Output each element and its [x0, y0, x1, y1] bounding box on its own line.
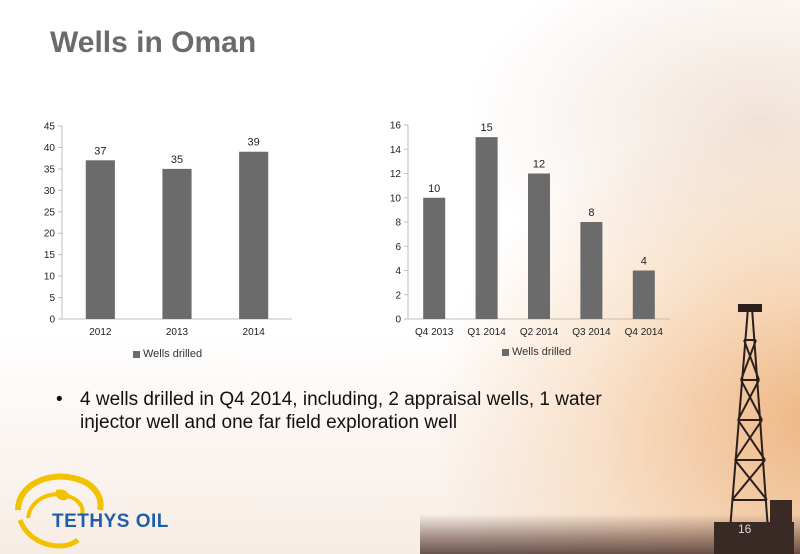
x-tick-label: Q3 2014 [572, 327, 611, 338]
tethys-logo-icon [15, 473, 104, 549]
y-tick-label: 16 [390, 121, 402, 132]
chart-quarterly-wells: 0 2 4 6 8 10 12 14 16 10 Q4 2013 15 Q1 2014 12 Q2 2014… [370, 116, 680, 340]
chart-quarterly-wells-legend: Wells drilled [502, 346, 571, 358]
y-tick-label: 40 [44, 143, 56, 154]
y-tick-label: 6 [395, 242, 401, 253]
y-tick-label: 10 [390, 193, 402, 204]
chart-quarterly-wells-svg: 0 2 4 6 8 10 12 14 16 10 Q4 2013 15 Q1 2014 12 Q2 2014… [390, 121, 670, 338]
bar [239, 151, 269, 319]
data-label: 15 [480, 122, 492, 134]
bullet-symbol: • [56, 389, 63, 410]
y-tick-label: 15 [44, 250, 56, 261]
y-tick-label: 20 [44, 229, 56, 240]
bar [423, 197, 446, 319]
y-tick-label: 25 [44, 207, 56, 218]
bar [632, 270, 655, 319]
y-tick-label: 10 [44, 272, 56, 283]
slide-title: Wells in Oman [50, 26, 257, 59]
x-tick-label: Q4 2013 [415, 327, 454, 338]
chart-annual-wells-svg: 0 5 10 15 20 25 30 35 40 45 37 2012 35 2013 39 2014 [44, 122, 292, 338]
x-tick-label: 2013 [166, 327, 189, 338]
x-tick-label: Q4 2014 [625, 327, 664, 338]
data-label: 35 [171, 154, 183, 166]
y-tick-label: 2 [395, 290, 401, 301]
legend-swatch [133, 350, 140, 358]
y-tick-label: 0 [49, 315, 55, 326]
bar [527, 173, 551, 319]
y-tick-label: 14 [390, 145, 402, 156]
y-tick-label: 8 [395, 218, 401, 229]
x-tick-label: Q1 2014 [467, 327, 506, 338]
bar [162, 168, 192, 319]
y-tick-label: 0 [395, 315, 401, 326]
bullet-text: 4 wells drilled in Q4 2014, including, 2… [80, 389, 602, 433]
legend-label: Wells drilled [143, 348, 203, 360]
legend-label: Wells drilled [512, 346, 572, 358]
bar [580, 222, 603, 319]
chart-annual-wells-legend: Wells drilled [133, 348, 202, 360]
y-tick-label: 45 [44, 122, 56, 133]
data-label: 8 [588, 207, 594, 219]
y-tick-label: 35 [44, 164, 56, 175]
legend-swatch [502, 348, 509, 356]
data-label: 10 [428, 183, 440, 195]
data-label: 37 [94, 145, 106, 157]
page-number: 16 [738, 522, 752, 536]
y-tick-label: 30 [44, 186, 56, 197]
y-tick-label: 12 [390, 169, 402, 180]
y-tick-label: 5 [49, 293, 55, 304]
x-tick-label: 2012 [89, 327, 112, 338]
data-label: 4 [641, 256, 647, 268]
bar [85, 160, 115, 319]
x-tick-label: 2014 [243, 327, 266, 338]
logo-text: TETHYS OIL [52, 511, 169, 532]
oil-rig-icon [714, 304, 794, 554]
chart-annual-wells: 0 5 10 15 20 25 30 35 40 45 37 2012 35 2013 39 2014 [30, 118, 300, 340]
data-label: 12 [533, 159, 545, 171]
data-label: 39 [248, 137, 260, 149]
y-tick-label: 4 [395, 266, 401, 277]
bar [475, 137, 498, 319]
x-tick-label: Q2 2014 [520, 327, 559, 338]
